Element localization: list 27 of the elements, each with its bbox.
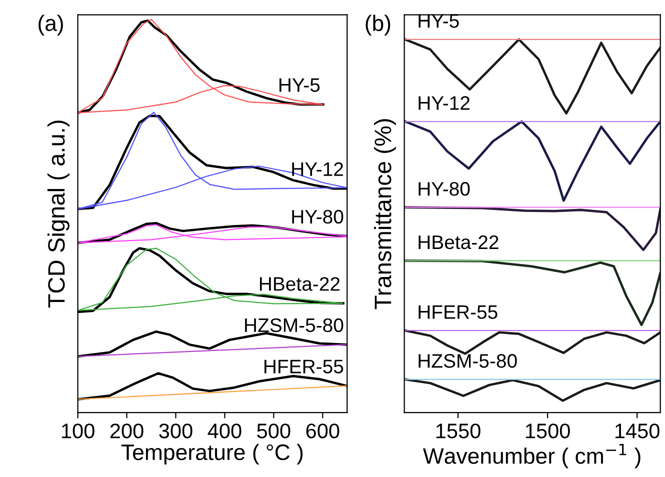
series-label: HY-80	[292, 210, 344, 224]
text: (b)	[366, 14, 390, 36]
x-tick-label: 1550	[436, 424, 480, 438]
x-tick-label: 1450	[615, 424, 660, 438]
x-axis-title: Wavenumber ( cm$^{−1}$ )	[422, 444, 640, 468]
series-label: HZSM-5-80	[418, 354, 517, 368]
series-label: HY-80	[418, 182, 470, 196]
series-label: HFER-55	[264, 360, 344, 374]
series-label: HY-5	[280, 78, 320, 92]
text: (a)	[38, 14, 63, 36]
series-label: HY-12	[292, 162, 343, 176]
y-axis-title: Transmittance (%)	[374, 119, 396, 310]
series-label: HY-5	[418, 14, 459, 28]
x-tick-label: 300	[159, 424, 192, 438]
y-axis-title: TCD Signal ( a.u.)	[47, 120, 70, 308]
series-label: HBeta-22	[260, 277, 340, 291]
x-tick-label: 200	[110, 424, 144, 438]
x-axis-title: Temperature ( °C )	[121, 444, 303, 465]
series-label: HBeta-22	[418, 235, 498, 250]
x-tick-label: 600	[306, 424, 340, 438]
x-tick-label: 1500	[526, 424, 570, 438]
x-tick-label: 100	[62, 424, 94, 438]
x-tick-label: 400	[208, 424, 242, 438]
series-label: HY-12	[418, 96, 470, 110]
series-label: HZSM-5-80	[245, 318, 344, 332]
x-tick-label: 500	[257, 424, 290, 438]
series-label: HFER-55	[418, 305, 498, 319]
